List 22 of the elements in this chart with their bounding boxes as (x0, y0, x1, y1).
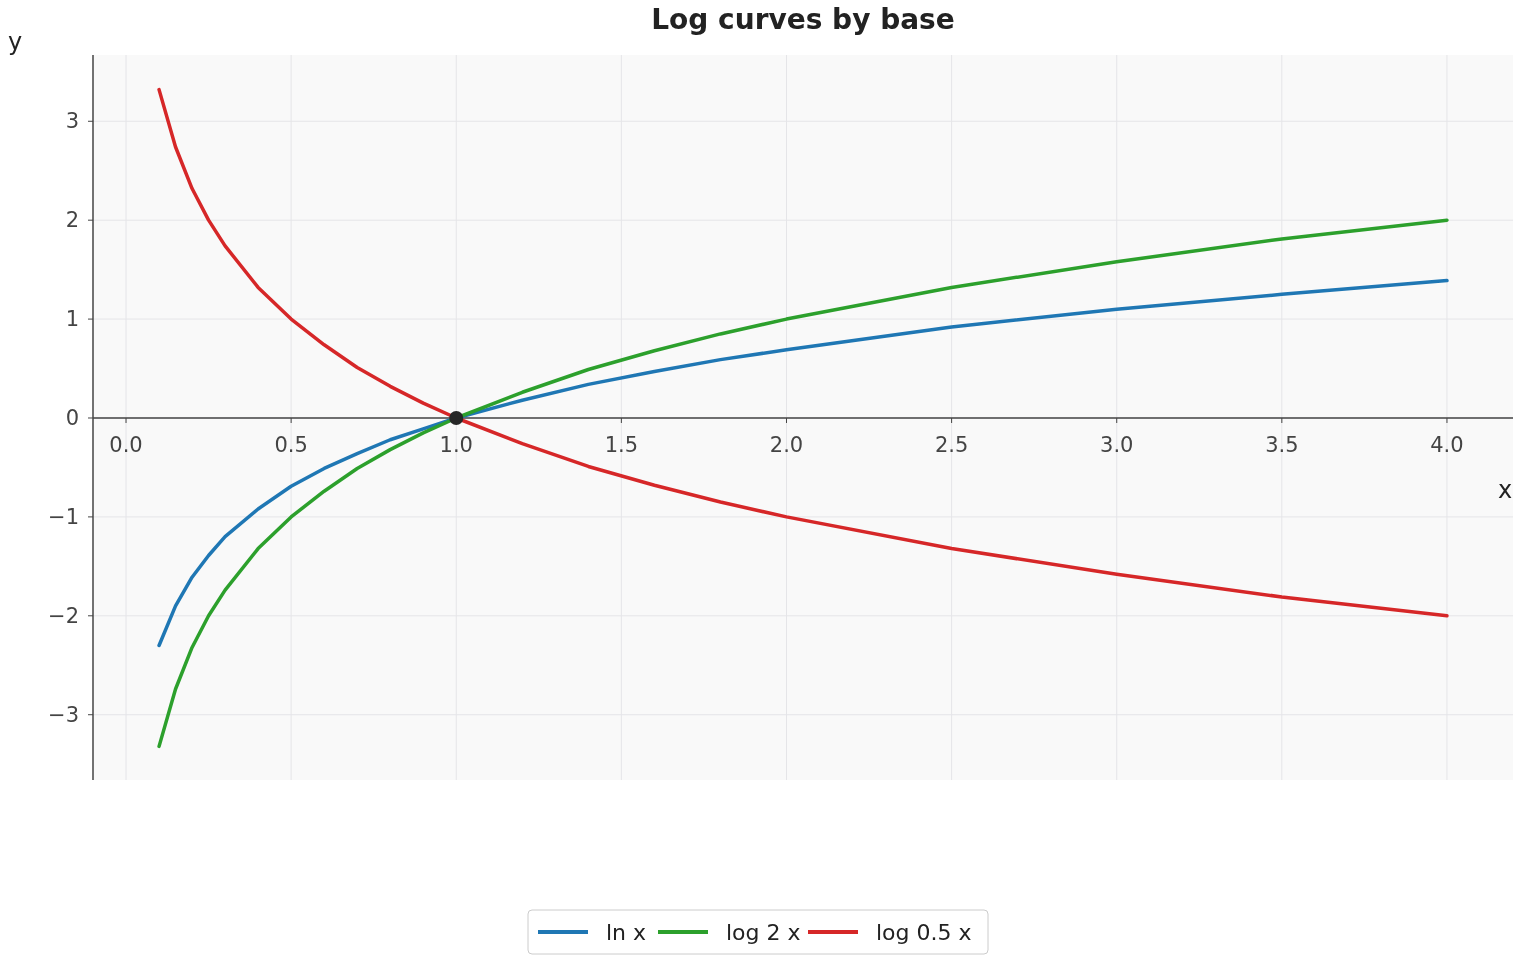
y-tick-label: −2 (48, 603, 79, 628)
y-axis-title: y (7, 28, 23, 56)
chart-title: Log curves by base (651, 3, 955, 36)
x-tick-label: 0.5 (274, 432, 308, 457)
y-tick-label: −1 (48, 504, 79, 529)
x-tick-label: 1.5 (604, 432, 639, 457)
legend-label: ln x (606, 920, 647, 945)
y-tick-label: 1 (65, 307, 79, 332)
x-tick-label: 3.5 (1265, 432, 1299, 457)
y-tick-label: −3 (48, 702, 79, 727)
y-tick-label: 2 (65, 208, 79, 233)
x-tick-label: 4.0 (1430, 432, 1464, 457)
y-tick-label: 0 (65, 405, 79, 430)
x-tick-label: 1.0 (439, 432, 473, 457)
x-tick-label: 3.0 (1100, 432, 1134, 457)
x-tick-label: 2.5 (934, 432, 969, 457)
legend-label: log 0.5 x (876, 920, 972, 945)
legend-label: log 2 x (726, 920, 801, 945)
x-axis-title: x (1497, 476, 1513, 504)
y-tick-label: 3 (65, 109, 79, 134)
x-tick-label: 2.0 (769, 432, 804, 457)
x-tick-label: 0.0 (109, 432, 143, 457)
